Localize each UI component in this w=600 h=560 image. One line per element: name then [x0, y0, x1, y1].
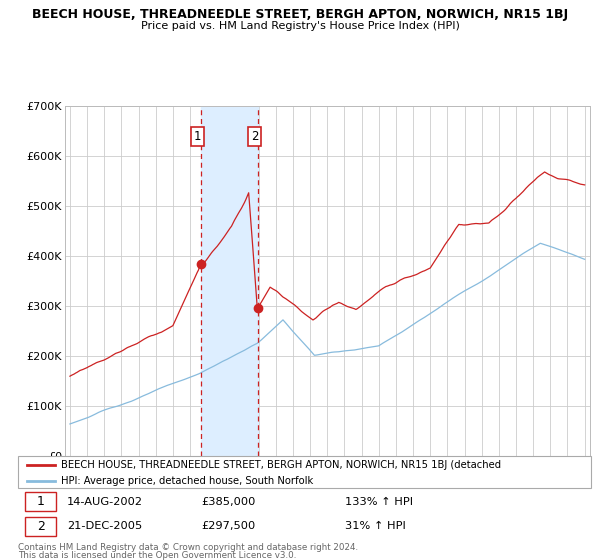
Text: BEECH HOUSE, THREADNEEDLE STREET, BERGH APTON, NORWICH, NR15 1BJ: BEECH HOUSE, THREADNEEDLE STREET, BERGH …	[32, 8, 568, 21]
Text: HPI: Average price, detached house, South Norfolk: HPI: Average price, detached house, Sout…	[61, 477, 313, 486]
Bar	[25, 517, 56, 536]
Bar	[200, 106, 258, 456]
Bar	[25, 492, 56, 511]
Text: £297,500: £297,500	[202, 521, 256, 531]
Text: Price paid vs. HM Land Registry's House Price Index (HPI): Price paid vs. HM Land Registry's House …	[140, 21, 460, 31]
Text: Contains HM Land Registry data © Crown copyright and database right 2024.: Contains HM Land Registry data © Crown c…	[18, 543, 358, 552]
Text: £385,000: £385,000	[202, 497, 256, 507]
Text: 2: 2	[37, 520, 44, 533]
Text: 31% ↑ HPI: 31% ↑ HPI	[344, 521, 406, 531]
Text: This data is licensed under the Open Government Licence v3.0.: This data is licensed under the Open Gov…	[18, 551, 296, 560]
Text: 1: 1	[194, 130, 201, 143]
Text: 1: 1	[37, 495, 44, 508]
Text: 2: 2	[251, 130, 259, 143]
Text: 14-AUG-2002: 14-AUG-2002	[67, 497, 143, 507]
Text: 21-DEC-2005: 21-DEC-2005	[67, 521, 142, 531]
Text: BEECH HOUSE, THREADNEEDLE STREET, BERGH APTON, NORWICH, NR15 1BJ (detached: BEECH HOUSE, THREADNEEDLE STREET, BERGH …	[61, 460, 501, 470]
Text: 133% ↑ HPI: 133% ↑ HPI	[344, 497, 413, 507]
